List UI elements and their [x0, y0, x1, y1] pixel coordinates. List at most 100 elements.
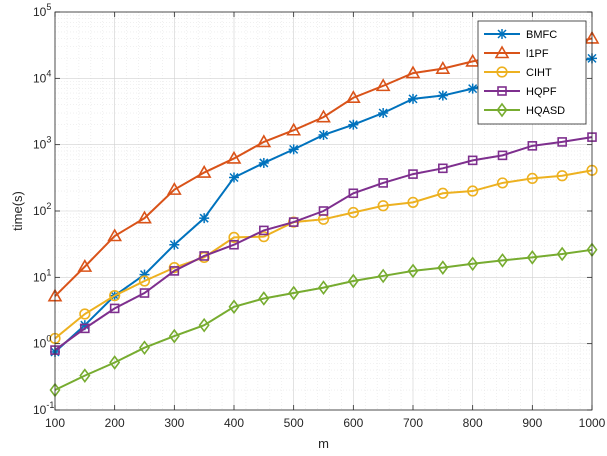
- series-hqasd: [49, 242, 598, 398]
- x-tick-label: 300: [164, 416, 184, 430]
- data-point-hqpf: [497, 150, 508, 161]
- data-point-hqpf: [109, 303, 120, 314]
- y-tick-base: 10: [33, 138, 47, 152]
- data-point-bmfc: [229, 172, 239, 183]
- legend-entry-hqpf: HQPF: [484, 86, 557, 98]
- x-axis-label: m: [318, 436, 329, 451]
- y-tick-base: 10: [33, 71, 47, 85]
- legend-label: CIHT: [526, 67, 552, 79]
- data-point-ciht: [79, 308, 91, 320]
- legend-label: HQASD: [526, 105, 565, 117]
- legend-marker: [497, 29, 507, 39]
- data-point-l1pf: [465, 53, 481, 67]
- data-point-bmfc: [318, 129, 329, 140]
- legend-marker: [496, 102, 508, 118]
- y-tick-label: 105: [33, 2, 51, 19]
- x-tick-label: 900: [522, 416, 542, 430]
- data-point-l1pf: [345, 90, 361, 104]
- data-point-l1pf: [375, 78, 391, 92]
- series-hqpf: [50, 132, 597, 355]
- data-point-hqasd: [377, 268, 389, 284]
- y-tick-exponent: 0: [46, 334, 51, 344]
- x-tick-label: 1000: [579, 416, 606, 430]
- y-tick-exponent: 5: [46, 2, 51, 12]
- data-point-hqasd: [556, 246, 568, 262]
- y-tick-label: 100: [33, 334, 51, 351]
- data-point-l1pf: [405, 65, 421, 79]
- data-point-hqasd: [228, 299, 240, 315]
- data-point-hqasd: [526, 250, 538, 265]
- data-point-hqasd: [109, 355, 121, 370]
- data-point-hqpf: [348, 188, 359, 199]
- y-tick-exponent: 2: [46, 201, 51, 211]
- y-tick-base: 10: [33, 270, 47, 284]
- x-tick-labels: 100 200 300 400 500 600 700 800 900 1000: [45, 416, 606, 430]
- data-point-l1pf: [77, 259, 93, 272]
- data-point-l1pf: [137, 210, 152, 224]
- data-point-bmfc: [408, 93, 418, 104]
- data-point-hqasd: [168, 328, 180, 344]
- data-point-hqpf: [378, 178, 388, 188]
- data-point-ciht: [496, 177, 509, 189]
- data-point-l1pf: [196, 164, 212, 178]
- data-point-hqpf: [139, 288, 150, 298]
- data-point-bmfc: [169, 239, 180, 250]
- x-tick-label: 700: [403, 416, 423, 430]
- legend-marker: [496, 66, 508, 78]
- data-point-hqpf: [527, 141, 538, 151]
- x-tick-label: 400: [224, 416, 244, 430]
- legend-label: HQPF: [526, 86, 557, 98]
- data-point-ciht: [467, 185, 479, 197]
- data-point-hqasd: [288, 285, 300, 301]
- data-point-hqpf: [557, 137, 567, 147]
- data-point-bmfc: [199, 213, 210, 224]
- data-point-bmfc: [467, 83, 478, 94]
- data-point-ciht: [407, 196, 419, 208]
- legend-entry-ciht: CIHT: [484, 66, 552, 79]
- x-tick-label: 500: [284, 416, 304, 430]
- y-tick-label: 102: [33, 201, 51, 218]
- data-point-hqpf: [229, 239, 239, 250]
- data-point-ciht: [258, 231, 270, 243]
- data-point-ciht: [347, 206, 359, 219]
- legend-label: BMFC: [526, 29, 557, 41]
- legend-entry-bmfc: BMFC: [484, 29, 557, 41]
- data-point-l1pf: [435, 61, 451, 74]
- y-tick-base: 10: [33, 204, 47, 218]
- data-point-ciht: [437, 187, 449, 199]
- x-tick-label: 200: [105, 416, 125, 430]
- data-point-ciht: [138, 275, 151, 287]
- data-point-hqpf: [288, 217, 299, 227]
- data-point-ciht: [556, 170, 568, 182]
- data-point-bmfc: [258, 157, 269, 168]
- x-tick-label: 600: [343, 416, 363, 430]
- data-point-bmfc: [378, 108, 389, 119]
- data-point-l1pf: [286, 122, 302, 136]
- data-point-hqasd: [407, 263, 419, 279]
- data-point-l1pf: [107, 228, 123, 242]
- y-tick-label: 10-1: [33, 400, 54, 417]
- legend: BMFC l1PF CIHT HQPF HQASD: [477, 20, 587, 125]
- data-point-ciht: [377, 200, 389, 212]
- data-point-hqpf: [438, 163, 448, 174]
- y-tick-base: 10: [33, 5, 47, 19]
- data-point-l1pf: [226, 150, 242, 164]
- y-tick-base: 10: [33, 403, 47, 417]
- data-point-hqpf: [259, 225, 269, 236]
- data-point-hqasd: [497, 253, 508, 268]
- legend-entry-l1pf: l1PF: [484, 45, 549, 60]
- y-tick-exponent: 3: [46, 135, 51, 145]
- tick-marks: [54, 11, 593, 411]
- data-point-ciht: [109, 290, 121, 302]
- data-point-hqpf: [467, 155, 478, 166]
- y-axis-label: time(s): [10, 191, 25, 231]
- data-point-hqasd: [198, 317, 210, 333]
- y-tick-exponent: 1: [46, 267, 51, 277]
- series-line-hqasd: [54, 248, 593, 391]
- legend-label: l1PF: [526, 48, 549, 60]
- data-point-bmfc: [348, 119, 359, 130]
- data-point-l1pf: [316, 109, 331, 123]
- legend-marker: [497, 86, 507, 96]
